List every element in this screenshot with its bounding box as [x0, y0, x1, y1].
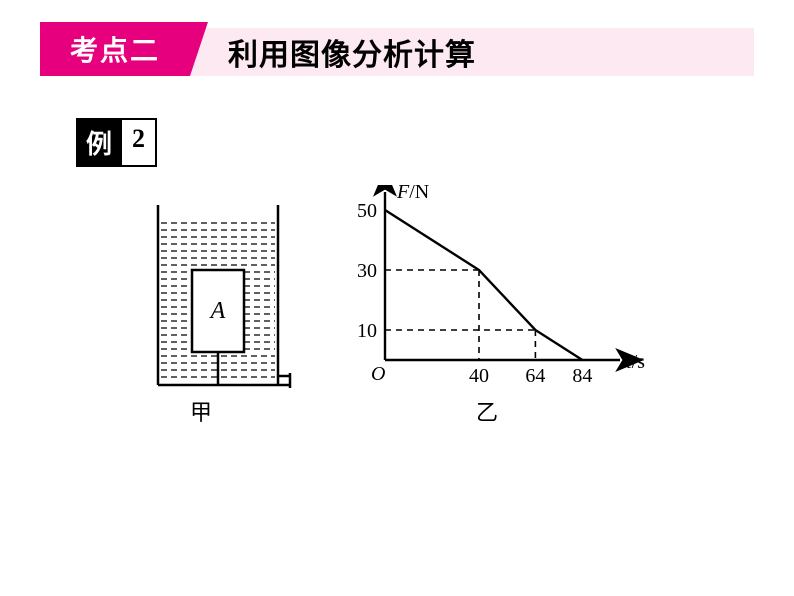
header-tag: 考点二: [40, 22, 190, 76]
svg-text:64: 64: [525, 365, 545, 387]
chart-yi-label: 乙: [476, 395, 498, 427]
svg-text:10: 10: [357, 320, 377, 342]
svg-text:50: 50: [357, 200, 377, 222]
example-badge: 例 2: [76, 118, 157, 167]
header-tag-text: 考点二: [70, 29, 160, 69]
chart-yi: 10 30 50 40 64 84 O F/N t/s: [330, 185, 650, 415]
svg-text:F/N: F/N: [396, 185, 429, 203]
diagram-jia: A: [140, 195, 300, 425]
diagram-region: A 甲 103050406484OF/Nt/s 乙: [140, 195, 660, 455]
diagram-jia-label: 甲: [190, 395, 212, 427]
svg-text:t/s: t/s: [626, 351, 645, 373]
svg-text:O: O: [371, 363, 385, 385]
example-prefix: 例: [76, 118, 122, 167]
svg-text:30: 30: [357, 260, 377, 282]
example-number: 2: [122, 118, 157, 167]
svg-text:A: A: [209, 298, 226, 324]
svg-text:40: 40: [469, 365, 489, 387]
svg-text:84: 84: [572, 365, 592, 387]
header-title: 利用图像分析计算: [228, 30, 476, 74]
